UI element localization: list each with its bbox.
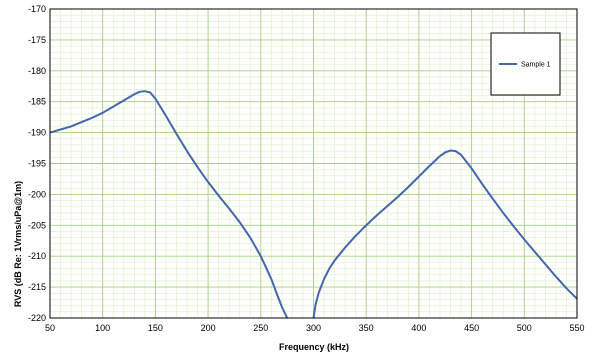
y-tick-label: -190 — [28, 128, 46, 138]
plot-lines — [50, 90, 577, 318]
x-axis-tick-labels: 50 100 150 200 250 300 350 400 450 500 550 — [45, 323, 585, 333]
legend-box — [490, 32, 561, 96]
x-tick-label: 250 — [253, 323, 268, 333]
x-tick-label: 300 — [306, 323, 321, 333]
y-tick-label: -180 — [28, 66, 46, 76]
x-tick-label: 200 — [201, 323, 216, 333]
y-tick-label: -210 — [28, 251, 46, 261]
x-tick-label: 500 — [517, 323, 532, 333]
legend: Sample 1 — [490, 32, 561, 96]
x-tick-label: 50 — [45, 323, 55, 333]
y-tick-label: -200 — [28, 189, 46, 199]
x-tick-label: 350 — [359, 323, 374, 333]
x-tick-label: 100 — [95, 323, 110, 333]
x-tick-label: 400 — [411, 323, 426, 333]
legend-label-sample-1: Sample 1 — [521, 62, 551, 69]
y-axis-title: RVS (dB Re: 1Vrms/uPa@1m) — [13, 181, 23, 307]
y-tick-label: -175 — [28, 35, 46, 45]
series-line-sample-1-segment-2 — [312, 149, 577, 318]
y-tick-label: -185 — [28, 97, 46, 107]
y-axis-tick-labels: -170 -175 -180 -185 -190 -195 -200 -205 -210 -215… — [28, 4, 46, 323]
x-tick-label: 550 — [569, 323, 584, 333]
series-line-sample-1-segment-1 — [50, 90, 289, 318]
x-tick-label: 150 — [148, 323, 163, 333]
y-tick-label: -220 — [28, 313, 46, 323]
y-tick-label: -215 — [28, 282, 46, 292]
x-tick-label: 450 — [464, 323, 479, 333]
plot-frame — [49, 8, 578, 319]
x-axis-title: Frequency (kHz) — [279, 342, 349, 352]
y-tick-label: -195 — [28, 159, 46, 169]
y-tick-label: -205 — [28, 220, 46, 230]
y-tick-label: -170 — [28, 4, 46, 14]
